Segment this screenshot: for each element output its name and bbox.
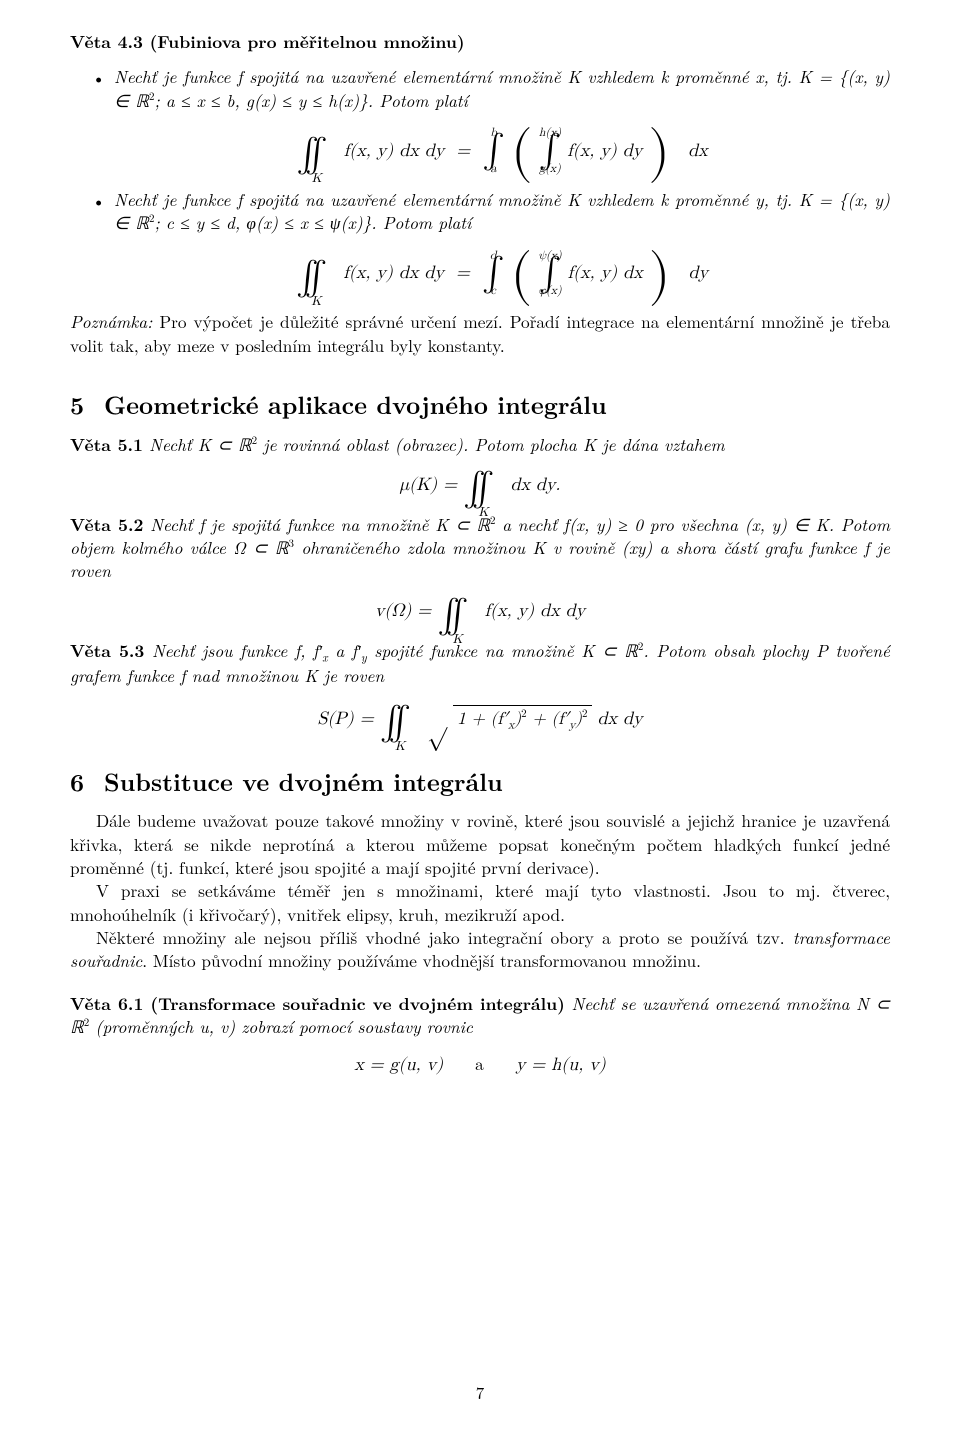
eq6-y: y = h(u, v) — [516, 1053, 606, 1077]
eq5-sqrt-plus: + (f′ — [527, 711, 569, 728]
remark-paragraph: Poznámka: Pro výpočet je důležité správn… — [70, 311, 890, 358]
theorem-4-3-title: Věta 4.3 (Fubiniova pro měřitelnou množi… — [70, 30, 890, 54]
section-6-paragraph-1: Dále budeme uvažovat pouze takové množin… — [70, 810, 890, 880]
theorem-5-2-text-a: Nechť f je spojitá funkce na množině K ⊂… — [143, 513, 490, 537]
equation-3: μ(K) = ∫∫K dx dy. — [70, 471, 890, 498]
eq2-lhs: f(x, y) dx dy — [343, 261, 443, 285]
theorem-5-1-label: Věta 5.1 — [70, 432, 143, 457]
theorem-4-3-bullets: Nechť je funkce f spojitá na uzavřené el… — [70, 66, 890, 297]
theorem-6-1-text-b: (proměnných u, v) zobrazí pomocí soustav… — [89, 1015, 473, 1039]
bullet-1-text-b: ; a ≤ x ≤ b, g(x) ≤ y ≤ h(x)}. Potom pla… — [154, 89, 467, 113]
eq2-outer-dy: dy — [688, 261, 708, 285]
section-6-number: 6 — [70, 765, 104, 798]
theorem-5-3-label: Věta 5.3 — [70, 638, 144, 663]
eq5-rhs: dx dy — [598, 707, 643, 731]
theorem-5-1-text-a: Nechť K ⊂ ℝ — [143, 433, 252, 457]
remark-text: Pro výpočet je důležité správné určení m… — [70, 310, 890, 357]
eq5-sqrt-a: 1 + (f′ — [457, 711, 508, 728]
theorem-5-2: Věta 5.2 Nechť f je spojitá funkce na mn… — [70, 513, 890, 584]
eq5-lhs: S(P) = — [317, 707, 373, 731]
theorem-5-2-label: Věta 5.2 — [70, 512, 143, 537]
eq1-inner-f: f(x, y) dy — [567, 139, 642, 163]
theorem-6-1-label: Věta 6.1 (Transformace souřadnic ve dvoj… — [70, 991, 565, 1016]
eq1-outer-dx: dx — [688, 139, 708, 163]
eq1-lhs: f(x, y) dx dy — [344, 139, 444, 163]
theorem-5-3-text-a: Nechť jsou funkce f, f′ — [144, 639, 322, 663]
equation-5: S(P) = ∫∫K √1 + (f′x)2 + (f′y)2 dx dy — [70, 703, 890, 735]
section-6-paragraph-2: V praxi se setkáváme téměř jen s množina… — [70, 880, 890, 927]
bullet-item-2: Nechť je funkce f spojitá na uzavřené el… — [114, 189, 890, 297]
bullet-2-text-b: ; c ≤ y ≤ d, φ(x) ≤ x ≤ ψ(x)}. Potom pla… — [154, 211, 471, 235]
section-6-heading: 6Substituce ve dvojném integrálu — [70, 765, 890, 798]
eq4-lhs: v(Ω) = — [375, 599, 431, 623]
theorem-6-1: Věta 6.1 (Transformace souřadnic ve dvoj… — [70, 992, 890, 1040]
section-6-title: Substituce ve dvojném integrálu — [104, 764, 503, 799]
theorem-4-3-title-text: Věta 4.3 (Fubiniova pro měřitelnou množi… — [70, 29, 465, 54]
theorem-5-3: Věta 5.3 Nechť jsou funkce f, f′x a f′y … — [70, 639, 890, 689]
eq3-rhs: dx dy. — [510, 473, 560, 497]
section-6-p3-b: . Místo původní množiny používáme vhodně… — [142, 949, 701, 973]
bullet-item-1: Nechť je funkce f spojitá na uzavřené el… — [114, 66, 890, 174]
theorem-5-3-text-b: a f′ — [328, 639, 361, 663]
page-number: 7 — [0, 1381, 960, 1404]
eq1-outer-lower: a — [491, 163, 497, 175]
remark-label: Poznámka: — [70, 310, 152, 334]
theorem-5-3-text-c: spojité funkce na množině K ⊂ ℝ — [367, 639, 638, 663]
eq6-x: x = g(u, v) — [354, 1053, 443, 1077]
section-6-paragraph-3: Některé množiny ale nejsou příliš vhodné… — [70, 927, 890, 974]
equation-6: x = g(u, v) a y = h(u, v) — [70, 1053, 890, 1077]
theorem-5-1-text-b: je rovinná oblast (obrazec). Potom ploch… — [257, 433, 725, 457]
eq1-inner-lower: g(x) — [539, 163, 561, 175]
eq6-a: a — [475, 1054, 484, 1077]
theorem-5-1: Věta 5.1 Nechť K ⊂ ℝ2 je rovinná oblast … — [70, 433, 890, 457]
equation-2: ∫∫K f(x, y) dx dy = d ∫ c ( ψ(x) ∫ φ(x) … — [114, 250, 890, 298]
eq2-inner-lower: φ(x) — [538, 285, 561, 297]
eq5-sqrt-end: ) — [575, 711, 582, 728]
section-5-title: Geometrické aplikace dvojného integrálu — [104, 387, 607, 422]
eq4-rhs: f(x, y) dx dy — [485, 599, 585, 623]
equation-1: ∫∫K f(x, y) dx dy = b ∫ a ( h(x) ∫ g(x) … — [114, 127, 890, 175]
eq3-lhs: μ(K) = — [400, 473, 458, 497]
equation-4: v(Ω) = ∫∫K f(x, y) dx dy — [70, 598, 890, 625]
section-5-heading: 5Geometrické aplikace dvojného integrálu — [70, 388, 890, 421]
eq2-inner-f: f(x, y) dx — [568, 261, 643, 285]
section-6-p3-a: Některé množiny ale nejsou příliš vhodné… — [96, 926, 793, 950]
eq2-outer-lower: c — [490, 285, 495, 297]
section-5-number: 5 — [70, 388, 104, 421]
